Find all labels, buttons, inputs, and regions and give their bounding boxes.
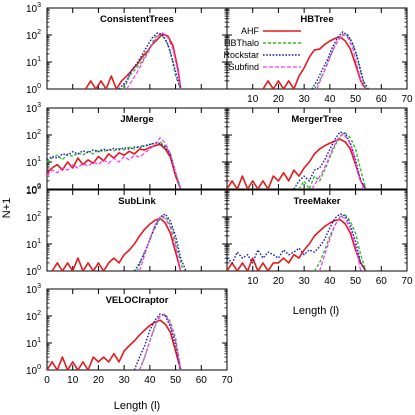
y-tick-label: 101 [26,337,41,350]
x-tick-label: 20 [273,276,285,287]
panel-title: ConsistentTrees [100,14,174,25]
legend-label-subfind: Subfind [228,62,259,72]
series-line-subfind [139,314,182,370]
panel-velociraptor: 100 101 102 103 0 10 20 30 40 50 60 70 VELOCIraptor [26,283,233,386]
x-tick-label: 50 [350,94,362,105]
y-tick-label: 102 [26,310,41,323]
series-line-subfind [47,137,182,189]
x-tick-label: 20 [273,94,285,105]
y-tick-label: 101 [26,238,41,251]
series-line-hbthalo [298,132,367,189]
y-tick-label: 100 [26,364,41,377]
x-tick-label: 40 [324,276,336,287]
series-line-subfind [311,133,364,189]
series-line-rockstar [47,142,182,189]
y-tick-label: 103 [26,283,41,296]
x-tick-label: 70 [221,375,233,386]
x-tick-label: 60 [376,276,388,287]
series-line-rockstar [311,31,369,89]
x-tick-label: 70 [401,94,413,105]
y-tick-label: 102 [26,129,41,142]
x-tick-label: 60 [376,94,388,105]
series-line-ahf [227,218,367,271]
y-tick-label: 102 [26,211,41,224]
series-line-ahf [51,217,182,271]
y-tick-label: 100 [26,83,41,96]
series-line-subfind [316,33,364,89]
legend: AHF HBThalo Rockstar Subfind [223,26,301,72]
series-line-rockstar [133,213,187,271]
x-tick-label: 40 [324,94,336,105]
series-line-rockstar [227,213,367,271]
panel-title: VELOCIraptor [106,295,169,306]
panel-title: MergerTree [291,114,342,125]
legend-label-rockstar: Rockstar [223,50,259,60]
x-tick-label: 60 [196,375,208,386]
series-line-subfind [319,216,362,271]
panel-jmerge: 100 101 102 103 JMerge [26,102,228,196]
y-tick-label: 102 [26,29,41,42]
legend-label-ahf: AHF [241,26,260,36]
x-tick-label: 50 [350,276,362,287]
series-line-ahf [227,138,367,189]
x-tick-label: 0 [44,375,50,386]
series-line-rockstar [133,313,182,370]
legend-label-hbthalo: HBThalo [224,38,259,48]
panel-treemaker: 10 20 30 40 50 60 70 TreeMaker [226,189,413,287]
panel-frame [226,189,408,272]
y-tick-label: 101 [26,156,41,169]
x-axis-label-right: Length (l) [293,305,339,317]
panel-sublink: 100 101 102 103 SubLink [26,184,228,278]
series-line-hbthalo [136,215,184,271]
x-tick-label: 50 [170,375,182,386]
x-tick-label: 10 [247,94,259,105]
x-axis-label-bottom: Length (l) [114,400,160,412]
y-tick-label: 103 [26,2,41,15]
y-tick-label: 101 [26,56,41,69]
y-axis-label: N+1 [1,198,13,219]
panel-mergertree: MergerTree [226,107,408,190]
series-line-ahf [47,319,182,370]
panel-title: JMerge [120,114,153,125]
x-tick-label: 30 [119,375,131,386]
x-tick-label: 20 [93,375,105,386]
y-tick-label: 100 [26,265,41,278]
series-line-subfind [139,216,182,271]
x-tick-label: 10 [247,276,259,287]
y-tick-label: 100 [26,183,41,196]
panel-title: HBTree [300,14,333,25]
panel-hbtree: 10 20 30 40 50 60 70 HBTree [226,7,413,105]
x-tick-label: 70 [401,276,413,287]
x-tick-label: 30 [299,94,311,105]
series-line-hbthalo [47,141,182,189]
y-tick-label: 103 [26,102,41,115]
x-tick-label: 40 [144,375,156,386]
series-line-rockstar [118,32,182,89]
panel-consistenttrees: 100 101 102 103 ConsistentTrees [26,2,228,96]
y-tick-label: 103 [26,184,41,197]
panel-title: SubLink [118,196,156,207]
series-line-ahf [262,36,367,89]
panel-title: TreeMaker [293,196,340,207]
panel-frame [46,288,228,371]
x-tick-label: 30 [299,276,311,287]
panel-frame [226,107,408,190]
series-line-subfind [126,32,182,89]
x-tick-label: 10 [67,375,79,386]
